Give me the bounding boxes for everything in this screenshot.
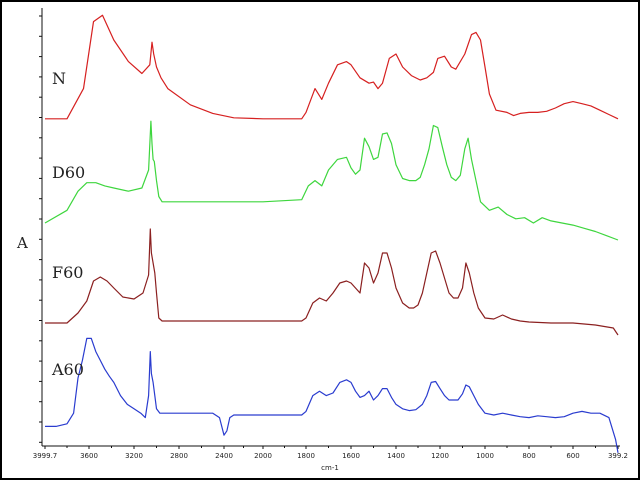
- axes: 3999.7 3600 3200 2800 2400 2000 1800 1600 1400 12…: [33, 8, 628, 460]
- x-tick-label: 800: [522, 452, 535, 460]
- series-label-d60: D60: [52, 163, 85, 182]
- x-tick-label: 1200: [431, 452, 449, 460]
- x-axis-label: cm-1: [321, 464, 339, 472]
- x-tick-label: 3999.7: [33, 452, 58, 460]
- series-label-a60: A60: [51, 360, 84, 379]
- x-tick-label: 1400: [387, 452, 405, 460]
- series-label-n: N: [52, 69, 66, 88]
- series-line-f60: [45, 228, 619, 336]
- x-tick-label: 2800: [170, 452, 188, 460]
- x-tick-label: 1000: [476, 452, 494, 460]
- x-tick-label: 3600: [80, 452, 98, 460]
- x-tick-label: 2400: [215, 452, 233, 460]
- x-tick-label: 1800: [297, 452, 315, 460]
- x-tick-label: 3200: [125, 452, 143, 460]
- x-tick-label: 600: [566, 452, 579, 460]
- series-line-n: [45, 14, 619, 120]
- x-tick-label: 1600: [342, 452, 360, 460]
- series-line-d60: [44, 120, 619, 241]
- x-tick-label: 2000: [254, 452, 272, 460]
- labels-layer: cm-1 A N D60 F60 A60: [16, 69, 339, 472]
- series-label-f60: F60: [52, 263, 83, 282]
- series-line-a60: [45, 337, 619, 453]
- y-axis-label: A: [16, 234, 28, 252]
- x-tick-label: 399.2: [608, 452, 628, 460]
- series-layer: [44, 14, 619, 453]
